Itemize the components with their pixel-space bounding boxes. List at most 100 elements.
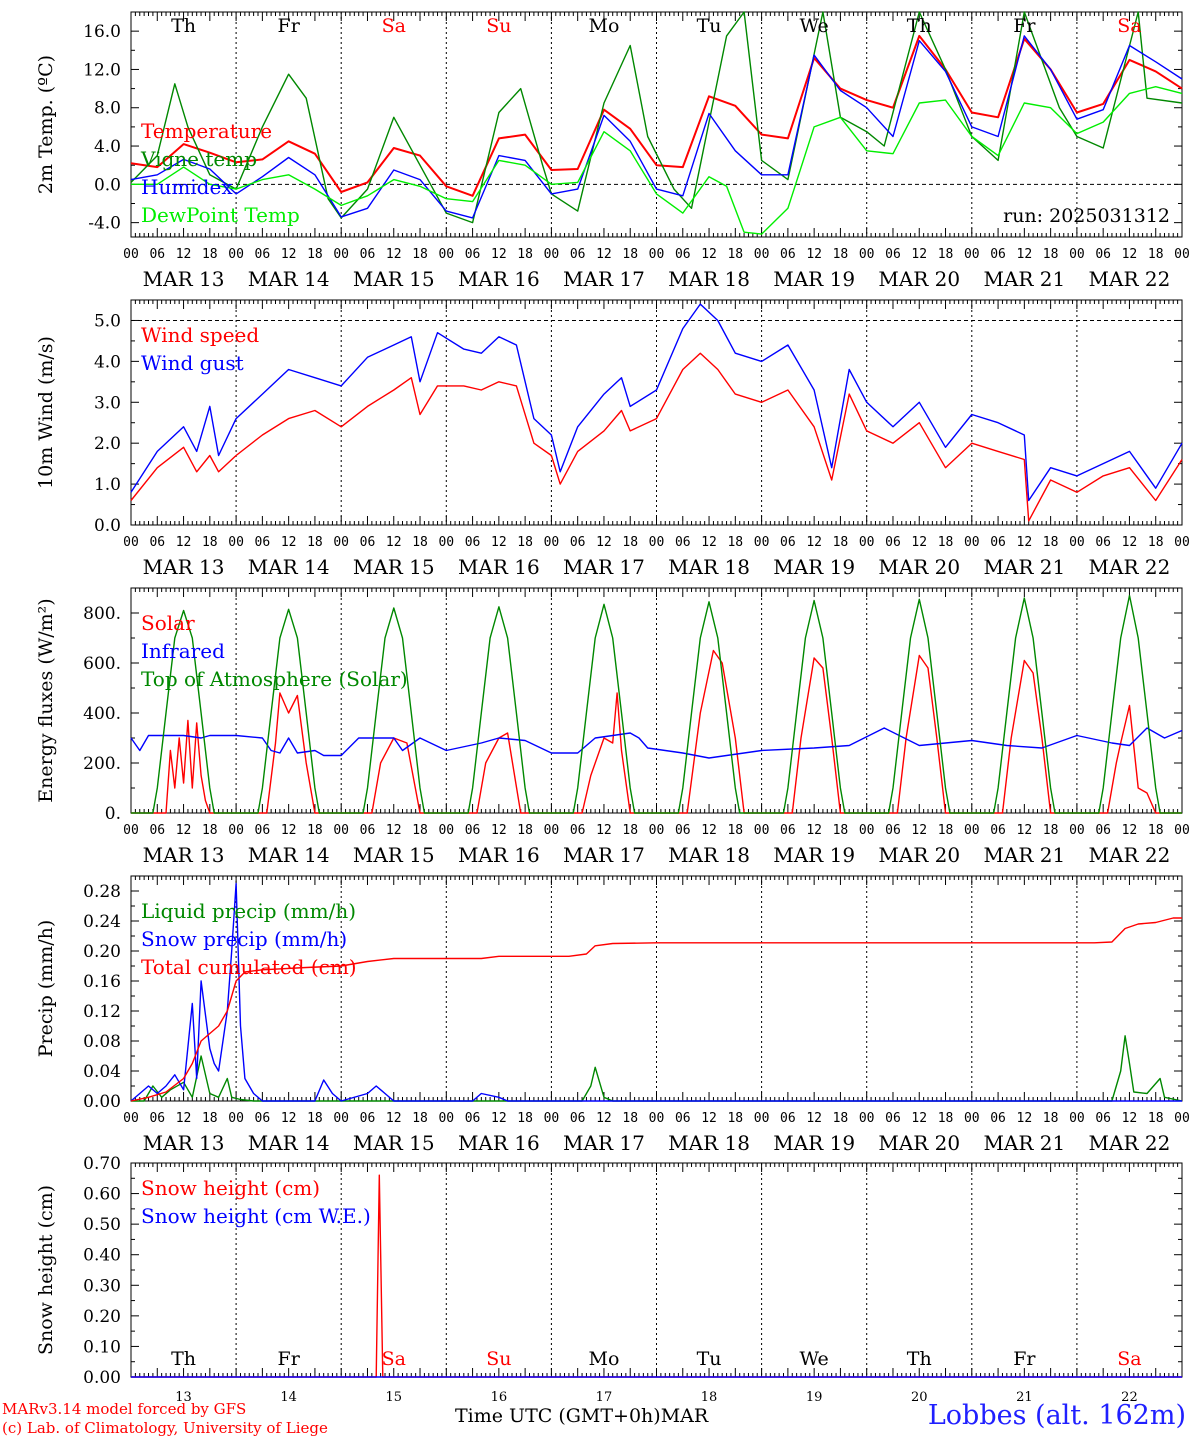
day-number-label: 21 — [1016, 1390, 1033, 1405]
hour-tick-label: 12 — [386, 535, 402, 550]
hour-tick-label: 18 — [307, 247, 323, 262]
legend-entry: Snow precip (mm/h) — [141, 927, 347, 951]
hour-tick-label: 00 — [1174, 535, 1190, 550]
hour-tick-label: 06 — [570, 1111, 586, 1126]
hour-tick-label: 18 — [622, 1111, 638, 1126]
hour-tick-label: 12 — [176, 823, 192, 838]
hour-tick-label: 00 — [544, 1111, 560, 1126]
hour-tick-label: 06 — [675, 823, 691, 838]
day-number-label: 16 — [491, 1390, 508, 1405]
hour-tick-label: 18 — [307, 823, 323, 838]
date-label: MAR 18 — [668, 1131, 750, 1155]
hour-tick-label: 06 — [360, 247, 376, 262]
hour-tick-label: 00 — [649, 247, 665, 262]
hour-tick-label: 00 — [438, 1111, 454, 1126]
legend-entry: Infrared — [141, 639, 225, 663]
series-line — [130, 11, 1183, 224]
day-number-label: 17 — [596, 1390, 613, 1405]
y-tick-label: 0.60 — [83, 1185, 121, 1205]
hour-tick-label: 06 — [1095, 247, 1111, 262]
hour-tick-label: 18 — [412, 823, 428, 838]
hour-tick-label: 00 — [438, 823, 454, 838]
legend-entry: Wind gust — [141, 351, 244, 375]
hour-tick-label: 00 — [438, 535, 454, 550]
hour-tick-label: 18 — [833, 1111, 849, 1126]
hour-tick-label: 12 — [596, 247, 612, 262]
panel-3: 0. 200. 400. 600. 800. Energy fluxes (W/m²) 00… — [35, 587, 1190, 867]
hour-tick-label: 06 — [465, 823, 481, 838]
hour-tick-label: 00 — [228, 247, 244, 262]
date-label: MAR 15 — [353, 267, 435, 291]
hour-tick-label: 18 — [1148, 247, 1164, 262]
legend-entry: Vigne temp — [140, 147, 257, 171]
day-of-week-label: Sa — [382, 15, 406, 37]
hour-tick-label: 06 — [780, 1111, 796, 1126]
hour-tick-label: 06 — [885, 247, 901, 262]
day-of-week-label: Su — [486, 15, 511, 37]
date-label: MAR 21 — [983, 555, 1065, 579]
y-tick-label: 600. — [83, 654, 121, 674]
day-of-week-label: Mo — [588, 15, 619, 37]
hour-tick-label: 12 — [911, 1111, 927, 1126]
date-label: MAR 17 — [563, 1131, 645, 1155]
hour-tick-label: 06 — [1095, 823, 1111, 838]
hour-tick-label: 00 — [754, 535, 770, 550]
hour-tick-label: 00 — [123, 1111, 139, 1126]
y-tick-label: 0.10 — [83, 1337, 121, 1357]
hour-tick-label: 06 — [990, 247, 1006, 262]
hour-tick-label: 12 — [1017, 535, 1033, 550]
hour-tick-label: 06 — [255, 1111, 271, 1126]
date-label: MAR 13 — [143, 843, 225, 867]
date-label: MAR 14 — [248, 843, 330, 867]
date-label: MAR 13 — [143, 267, 225, 291]
series-line — [130, 882, 1182, 1102]
y-tick-label: 2.0 — [94, 434, 121, 454]
hour-tick-label: 06 — [360, 823, 376, 838]
date-label: MAR 17 — [563, 843, 645, 867]
hour-tick-label: 06 — [570, 823, 586, 838]
date-label: MAR 20 — [878, 555, 960, 579]
hour-tick-label: 18 — [833, 535, 849, 550]
y-axis-label: 2m Temp. (ºC) — [35, 55, 57, 194]
hour-tick-label: 00 — [859, 535, 875, 550]
hour-tick-label: 06 — [465, 535, 481, 550]
legend-entry: Total cumulated (cm) — [141, 955, 357, 979]
date-label: MAR 16 — [458, 1131, 540, 1155]
legend-entry: Snow height (cm) — [141, 1176, 320, 1200]
hour-tick-label: 06 — [885, 823, 901, 838]
date-label: MAR 18 — [668, 555, 750, 579]
hour-tick-label: 12 — [1122, 535, 1138, 550]
hour-tick-label: 06 — [149, 823, 165, 838]
hour-tick-label: 00 — [333, 823, 349, 838]
hour-tick-label: 18 — [727, 1111, 743, 1126]
day-of-week-label: Su — [486, 1348, 511, 1370]
hour-tick-label: 00 — [1069, 1111, 1085, 1126]
day-number-label: 20 — [911, 1390, 928, 1405]
hour-tick-label: 18 — [1043, 247, 1059, 262]
hour-tick-label: 18 — [938, 1111, 954, 1126]
hour-tick-label: 18 — [1148, 823, 1164, 838]
day-number-label: 18 — [701, 1390, 718, 1405]
hour-tick-label: 00 — [333, 247, 349, 262]
hour-tick-label: 12 — [176, 247, 192, 262]
day-of-week-label: Th — [907, 1348, 932, 1370]
time-label: Time UTC (GMT+0h) — [455, 1405, 661, 1427]
y-tick-label: 4.0 — [94, 137, 121, 157]
hour-tick-label: 00 — [333, 1111, 349, 1126]
series-line — [131, 85, 1183, 235]
hour-tick-label: 12 — [806, 247, 822, 262]
hour-tick-label: 00 — [1174, 823, 1190, 838]
date-label: MAR 21 — [983, 267, 1065, 291]
hour-tick-label: 06 — [255, 247, 271, 262]
date-label: MAR 17 — [563, 555, 645, 579]
day-of-week-label: Fr — [278, 15, 301, 37]
hour-tick-label: 00 — [859, 247, 875, 262]
hour-tick-label: 12 — [281, 1111, 297, 1126]
hour-tick-label: 18 — [727, 247, 743, 262]
date-label: MAR 14 — [248, 555, 330, 579]
hour-tick-label: 00 — [964, 535, 980, 550]
hour-tick-label: 06 — [255, 535, 271, 550]
y-axis-label: Snow height (cm) — [35, 1185, 57, 1355]
day-number-label: 14 — [280, 1390, 297, 1405]
legend-entry: Snow height (cm W.E.) — [141, 1204, 371, 1228]
